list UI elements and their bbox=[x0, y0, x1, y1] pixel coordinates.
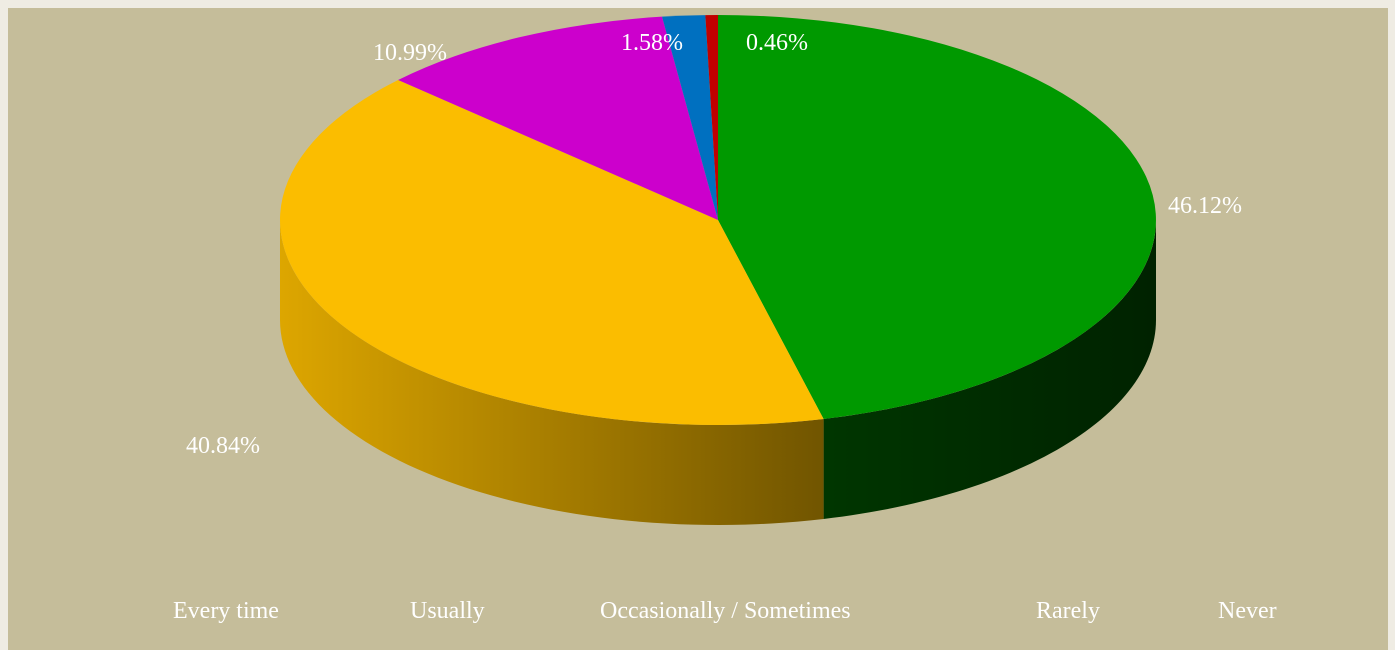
pie-slice-occasionally-sometimes bbox=[398, 16, 718, 221]
pie-side-usually bbox=[280, 220, 824, 525]
legend-entry-rarely: Rarely bbox=[1036, 598, 1100, 624]
pie-slice-never bbox=[705, 15, 718, 220]
pie-slice-every-time bbox=[718, 15, 1156, 419]
data-label-every-time: 46.12% bbox=[1168, 193, 1242, 219]
data-label-rarely: 1.58% bbox=[621, 30, 683, 56]
data-labels: 46.12% 40.84% 10.99% 1.58% 0.46% bbox=[186, 30, 1242, 459]
pie-side-walls bbox=[280, 220, 1156, 525]
pie-slice-usually bbox=[279, 79, 824, 425]
data-label-never: 0.46% bbox=[746, 30, 808, 56]
data-label-usually: 40.84% bbox=[186, 433, 260, 459]
pie-side-every-time bbox=[823, 220, 1156, 519]
legend-entry-occasionally-sometimes: Occasionally / Sometimes bbox=[600, 598, 851, 624]
legend-entry-usually: Usually bbox=[410, 598, 485, 624]
pie-top bbox=[279, 15, 1156, 425]
data-label-occasionally-sometimes: 10.99% bbox=[373, 40, 447, 66]
pie-slice-rarely bbox=[662, 15, 718, 221]
legend: Every time Usually Occasionally / Someti… bbox=[8, 598, 1388, 638]
chart-area: 46.12% 40.84% 10.99% 1.58% 0.46% Every time … bbox=[8, 8, 1388, 650]
pie-chart: 46.12% 40.84% 10.99% 1.58% 0.46% bbox=[186, 15, 1242, 525]
legend-entry-every-time: Every time bbox=[173, 598, 279, 624]
legend-entry-never: Never bbox=[1218, 598, 1277, 624]
